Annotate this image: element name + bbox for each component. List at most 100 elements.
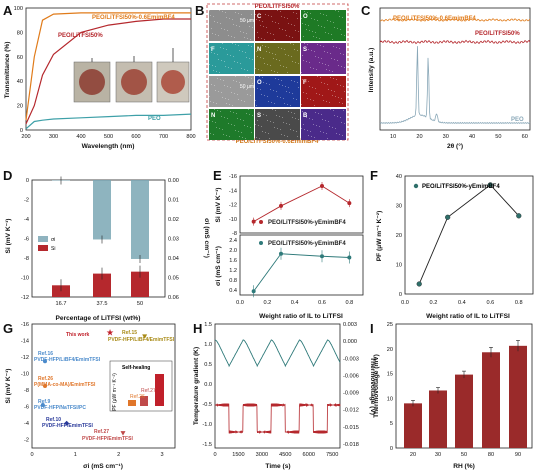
a-xtick: 800: [186, 134, 195, 140]
xrd-peo: [379, 46, 531, 124]
eds-speckle: [251, 78, 252, 79]
eds-speckle: [288, 23, 289, 24]
panel-e-xticks: 0.0 0.2 0.4 0.6 0.8: [236, 300, 353, 306]
eds-speckle: [261, 126, 262, 127]
eds-speckle: [313, 124, 314, 125]
panel-d-legend: σi Si: [38, 236, 55, 252]
eds-speckle: [278, 23, 279, 24]
eds-speckle: [297, 136, 298, 137]
eds-speckle: [297, 18, 298, 19]
eds-speckle: [233, 56, 234, 57]
eds-speckle: [231, 124, 232, 125]
eds-speckle: [328, 33, 329, 34]
i-bar-1: [429, 390, 447, 448]
eds-speckle: [239, 26, 240, 27]
eds-speckle: [305, 112, 306, 113]
eds-speckle: [237, 94, 238, 95]
eds-speckle: [329, 102, 330, 103]
g-inset-label: Ref.26: [130, 394, 145, 400]
eds-speckle: [327, 138, 328, 139]
eds-speckle: [255, 68, 256, 69]
eds-speckle: [311, 50, 312, 51]
eds-speckle: [219, 72, 220, 73]
eds-speckle: [333, 110, 334, 111]
eds-speckle: [215, 66, 216, 67]
eds-speckle: [288, 55, 289, 56]
eds-speckle: [314, 105, 315, 106]
eds-map-tile: [255, 10, 300, 41]
h-right-tick: 0.000: [343, 339, 357, 345]
eds-speckle: [268, 133, 269, 134]
eds-speckle: [320, 131, 321, 132]
eds-speckle: [228, 99, 229, 100]
eds-speckle: [279, 84, 280, 85]
eds-speckle: [233, 112, 234, 113]
eds-element-label: N: [211, 113, 215, 119]
g-annotation: PVDF-HFP/NaTFSI/PC: [34, 405, 86, 411]
eds-speckle: [272, 109, 273, 110]
eds-speckle: [256, 51, 257, 52]
eds-speckle: [294, 113, 295, 114]
e-top-tick: -8: [232, 231, 237, 237]
eds-speckle: [252, 115, 253, 116]
eds-speckle: [244, 69, 245, 70]
e-sigma-point: [347, 255, 352, 260]
eds-speckle: [340, 29, 341, 30]
eds-speckle: [281, 48, 282, 49]
eds-speckle: [213, 102, 214, 103]
eds-speckle: [278, 47, 279, 48]
eds-speckle: [277, 128, 278, 129]
g-inset-bar-1: [128, 400, 136, 406]
eds-map-tile: [301, 10, 346, 41]
eds-speckle: [264, 63, 265, 64]
g-ytick: -16: [21, 322, 29, 328]
panel-i-ylabel: Thermovoltage (mV): [373, 354, 380, 418]
eds-speckle: [334, 91, 335, 92]
e-sigma-point: [251, 289, 256, 294]
g-annotation: Ref.16: [38, 351, 53, 357]
eds-speckle: [274, 71, 275, 72]
e-si-line: [253, 185, 350, 222]
eds-speckle: [303, 36, 304, 37]
eds-speckle: [344, 67, 345, 68]
a-xtick: 500: [104, 134, 113, 140]
eds-speckle: [267, 64, 268, 65]
eds-speckle: [310, 131, 311, 132]
eds-speckle: [326, 69, 327, 70]
eds-speckle: [293, 130, 294, 131]
panel-f-xticks: 0.0 0.2 0.4 0.6 0.8: [401, 300, 523, 306]
g-annotation: P(MMA-co-MA)/EmimTFSI: [34, 382, 96, 388]
eds-speckle: [266, 115, 267, 116]
eds-speckle: [238, 45, 239, 46]
panel-a-ylabel: Transmittance (%): [4, 42, 11, 99]
xrd-litfsi: [379, 39, 531, 45]
eds-speckle: [262, 45, 263, 46]
eds-speckle: [337, 28, 338, 29]
eds-speckle: [221, 28, 222, 29]
eds-speckle: [248, 45, 249, 46]
eds-speckle: [244, 101, 245, 102]
eds-speckle: [294, 25, 295, 26]
eds-speckle: [303, 92, 304, 93]
i-xtick: 80: [488, 452, 494, 458]
eds-speckle: [263, 58, 264, 59]
eds-speckle: [221, 116, 222, 117]
g-ytick: -12: [21, 355, 29, 361]
eds-speckle: [341, 98, 342, 99]
eds-speckle: [305, 80, 306, 81]
eds-speckle: [287, 72, 288, 73]
g-annotation: This work: [66, 332, 90, 338]
eds-speckle: [283, 98, 284, 99]
eds-speckle: [259, 138, 260, 139]
eds-speckle: [303, 124, 304, 125]
eds-speckle: [280, 97, 281, 98]
eds-speckle: [227, 54, 228, 55]
a-ytick: 80: [17, 30, 23, 36]
eds-speckle: [277, 10, 278, 11]
d-left-tick: -6: [24, 237, 29, 243]
h-left-tick: 1.5: [204, 322, 212, 328]
eds-speckle: [287, 18, 288, 19]
eds-speckle: [286, 123, 287, 124]
e-top-tick: -12: [229, 203, 237, 209]
f-xtick: 0.2: [430, 300, 438, 306]
